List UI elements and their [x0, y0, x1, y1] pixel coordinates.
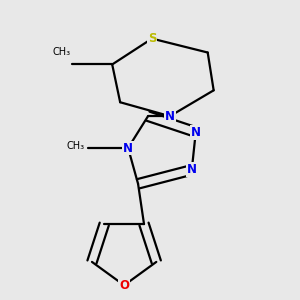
Text: N: N: [123, 142, 133, 154]
Text: S: S: [148, 32, 156, 45]
Text: N: N: [165, 110, 175, 123]
Text: CH₃: CH₃: [66, 141, 84, 151]
Text: N: N: [191, 126, 201, 139]
Text: N: N: [187, 164, 197, 176]
Text: CH₃: CH₃: [52, 47, 70, 57]
Text: O: O: [119, 279, 129, 292]
